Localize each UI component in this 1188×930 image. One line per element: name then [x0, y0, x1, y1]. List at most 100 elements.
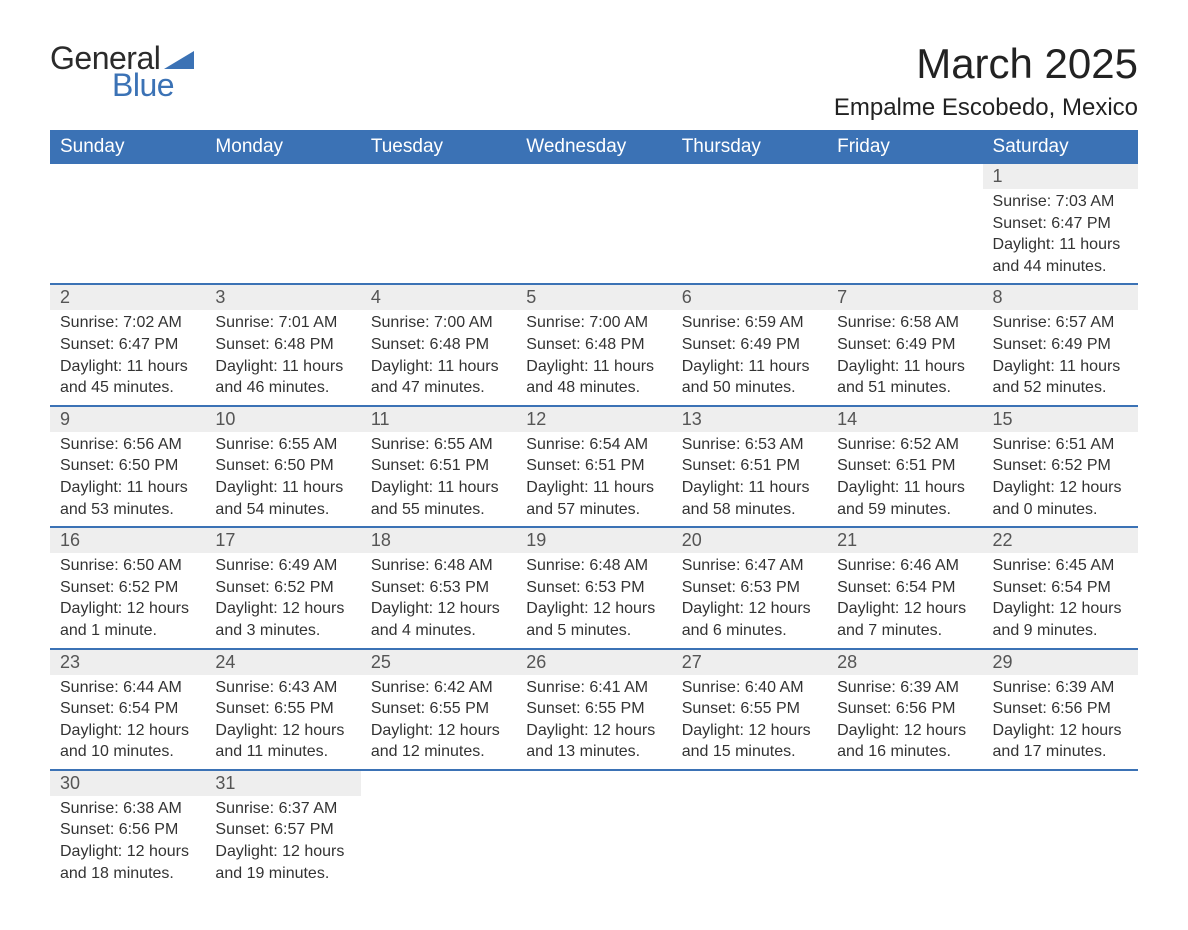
day-header-row: Sunday Monday Tuesday Wednesday Thursday… — [50, 130, 1138, 164]
day-number-cell: 20 — [672, 527, 827, 553]
day-detail-cell: Sunrise: 6:51 AMSunset: 6:52 PMDaylight:… — [983, 432, 1138, 527]
day-detail-cell: Sunrise: 7:02 AMSunset: 6:47 PMDaylight:… — [50, 310, 205, 405]
daynum-row: 23242526272829 — [50, 649, 1138, 675]
day-detail-cell: Sunrise: 6:49 AMSunset: 6:52 PMDaylight:… — [205, 553, 360, 648]
day-number-cell: 12 — [516, 406, 671, 432]
daynum-row: 3031 — [50, 770, 1138, 796]
day-detail-cell: Sunrise: 6:58 AMSunset: 6:49 PMDaylight:… — [827, 310, 982, 405]
day-detail-cell — [672, 796, 827, 890]
day-detail-cell: Sunrise: 6:50 AMSunset: 6:52 PMDaylight:… — [50, 553, 205, 648]
day-number-cell — [672, 770, 827, 796]
day-number-cell: 5 — [516, 284, 671, 310]
daylight-text: Daylight: 12 hours and 0 minutes. — [993, 477, 1128, 520]
day-number-cell — [516, 164, 671, 189]
daylight-text: Daylight: 11 hours and 51 minutes. — [837, 356, 972, 399]
daynum-row: 16171819202122 — [50, 527, 1138, 553]
sunset-text: Sunset: 6:53 PM — [682, 577, 817, 599]
sunset-text: Sunset: 6:56 PM — [837, 698, 972, 720]
day-header: Monday — [205, 130, 360, 164]
daylight-text: Daylight: 11 hours and 46 minutes. — [215, 356, 350, 399]
day-detail-cell: Sunrise: 6:44 AMSunset: 6:54 PMDaylight:… — [50, 675, 205, 770]
sunrise-text: Sunrise: 6:50 AM — [60, 555, 195, 577]
sunrise-text: Sunrise: 6:37 AM — [215, 798, 350, 820]
day-detail-cell: Sunrise: 6:43 AMSunset: 6:55 PMDaylight:… — [205, 675, 360, 770]
daylight-text: Daylight: 12 hours and 1 minute. — [60, 598, 195, 641]
day-number-cell — [205, 164, 360, 189]
day-detail-cell: Sunrise: 6:46 AMSunset: 6:54 PMDaylight:… — [827, 553, 982, 648]
sunset-text: Sunset: 6:51 PM — [371, 455, 506, 477]
day-number-cell: 1 — [983, 164, 1138, 189]
sunrise-text: Sunrise: 6:56 AM — [60, 434, 195, 456]
daylight-text: Daylight: 11 hours and 45 minutes. — [60, 356, 195, 399]
day-detail-cell — [516, 189, 671, 284]
daylight-text: Daylight: 12 hours and 5 minutes. — [526, 598, 661, 641]
daylight-text: Daylight: 11 hours and 44 minutes. — [993, 234, 1128, 277]
day-detail-cell: Sunrise: 6:39 AMSunset: 6:56 PMDaylight:… — [983, 675, 1138, 770]
detail-row: Sunrise: 7:02 AMSunset: 6:47 PMDaylight:… — [50, 310, 1138, 405]
sunset-text: Sunset: 6:55 PM — [526, 698, 661, 720]
header: General Blue March 2025 Empalme Escobedo… — [50, 40, 1138, 122]
sunrise-text: Sunrise: 6:39 AM — [837, 677, 972, 699]
month-title: March 2025 — [834, 40, 1138, 88]
day-detail-cell: Sunrise: 6:37 AMSunset: 6:57 PMDaylight:… — [205, 796, 360, 890]
daylight-text: Daylight: 12 hours and 18 minutes. — [60, 841, 195, 884]
day-detail-cell — [50, 189, 205, 284]
day-header: Friday — [827, 130, 982, 164]
daylight-text: Daylight: 12 hours and 4 minutes. — [371, 598, 506, 641]
day-number-cell — [516, 770, 671, 796]
day-number-cell: 3 — [205, 284, 360, 310]
day-detail-cell — [361, 189, 516, 284]
logo: General Blue — [50, 40, 194, 104]
day-detail-cell: Sunrise: 6:59 AMSunset: 6:49 PMDaylight:… — [672, 310, 827, 405]
daylight-text: Daylight: 12 hours and 3 minutes. — [215, 598, 350, 641]
sunrise-text: Sunrise: 6:39 AM — [993, 677, 1128, 699]
day-number-cell: 4 — [361, 284, 516, 310]
daynum-row: 9101112131415 — [50, 406, 1138, 432]
daylight-text: Daylight: 11 hours and 48 minutes. — [526, 356, 661, 399]
daynum-row: 1 — [50, 164, 1138, 189]
sunrise-text: Sunrise: 6:44 AM — [60, 677, 195, 699]
day-header: Thursday — [672, 130, 827, 164]
day-number-cell: 21 — [827, 527, 982, 553]
day-number-cell — [672, 164, 827, 189]
sunset-text: Sunset: 6:48 PM — [215, 334, 350, 356]
sunset-text: Sunset: 6:49 PM — [837, 334, 972, 356]
day-number-cell: 15 — [983, 406, 1138, 432]
daylight-text: Daylight: 12 hours and 15 minutes. — [682, 720, 817, 763]
day-number-cell: 10 — [205, 406, 360, 432]
sunrise-text: Sunrise: 6:59 AM — [682, 312, 817, 334]
day-number-cell: 27 — [672, 649, 827, 675]
day-detail-cell — [827, 796, 982, 890]
title-block: March 2025 Empalme Escobedo, Mexico — [834, 40, 1138, 122]
sunrise-text: Sunrise: 6:38 AM — [60, 798, 195, 820]
day-number-cell — [50, 164, 205, 189]
sunset-text: Sunset: 6:57 PM — [215, 819, 350, 841]
sunrise-text: Sunrise: 6:40 AM — [682, 677, 817, 699]
day-detail-cell: Sunrise: 6:52 AMSunset: 6:51 PMDaylight:… — [827, 432, 982, 527]
sunset-text: Sunset: 6:48 PM — [526, 334, 661, 356]
daylight-text: Daylight: 11 hours and 59 minutes. — [837, 477, 972, 520]
day-number-cell: 26 — [516, 649, 671, 675]
day-detail-cell: Sunrise: 6:38 AMSunset: 6:56 PMDaylight:… — [50, 796, 205, 890]
day-detail-cell: Sunrise: 6:48 AMSunset: 6:53 PMDaylight:… — [361, 553, 516, 648]
sunrise-text: Sunrise: 7:00 AM — [526, 312, 661, 334]
daylight-text: Daylight: 12 hours and 6 minutes. — [682, 598, 817, 641]
day-number-cell: 9 — [50, 406, 205, 432]
logo-text-blue: Blue — [112, 67, 194, 104]
day-number-cell: 18 — [361, 527, 516, 553]
day-detail-cell: Sunrise: 6:54 AMSunset: 6:51 PMDaylight:… — [516, 432, 671, 527]
sunset-text: Sunset: 6:53 PM — [526, 577, 661, 599]
day-number-cell: 14 — [827, 406, 982, 432]
day-number-cell: 22 — [983, 527, 1138, 553]
day-detail-cell: Sunrise: 6:48 AMSunset: 6:53 PMDaylight:… — [516, 553, 671, 648]
sunset-text: Sunset: 6:52 PM — [993, 455, 1128, 477]
daylight-text: Daylight: 12 hours and 11 minutes. — [215, 720, 350, 763]
sunset-text: Sunset: 6:56 PM — [60, 819, 195, 841]
day-number-cell — [983, 770, 1138, 796]
location: Empalme Escobedo, Mexico — [834, 94, 1138, 122]
daylight-text: Daylight: 11 hours and 54 minutes. — [215, 477, 350, 520]
sunrise-text: Sunrise: 6:54 AM — [526, 434, 661, 456]
day-header: Saturday — [983, 130, 1138, 164]
sunset-text: Sunset: 6:52 PM — [60, 577, 195, 599]
day-detail-cell: Sunrise: 6:56 AMSunset: 6:50 PMDaylight:… — [50, 432, 205, 527]
